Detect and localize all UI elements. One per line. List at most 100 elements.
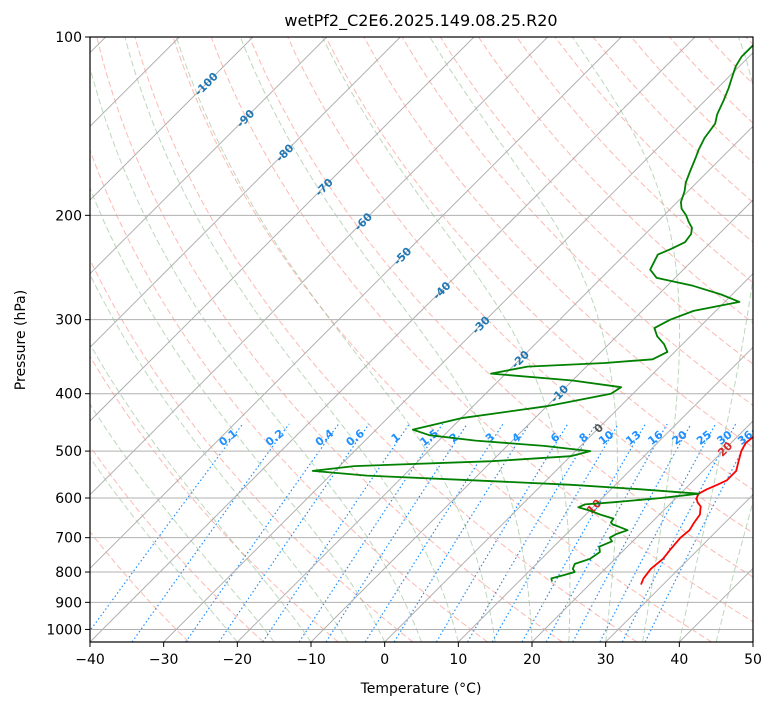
dry-adiabat-line bbox=[669, 37, 753, 124]
isotherm-line bbox=[752, 641, 753, 642]
moist-adiabat-line bbox=[715, 499, 753, 642]
moist-adiabat-line bbox=[90, 65, 422, 642]
dewpoint-line bbox=[311, 44, 753, 582]
dry-adiabat-line bbox=[134, 37, 638, 642]
dry-adiabat-line bbox=[287, 37, 753, 534]
isotherm-line bbox=[90, 37, 549, 496]
y-tick-label: 600 bbox=[55, 491, 82, 507]
x-tick-label: 40 bbox=[670, 652, 688, 668]
dry-adiabat-line bbox=[90, 258, 414, 642]
mixing-ratio-line bbox=[545, 423, 668, 642]
y-axis-title: Pressure (hPa) bbox=[13, 290, 29, 390]
dry-adiabat-line bbox=[325, 37, 753, 491]
mixing-ratio-line bbox=[572, 423, 692, 642]
x-axis-title: Temperature (°C) bbox=[360, 681, 482, 697]
x-tick-label: 0 bbox=[380, 652, 389, 668]
chart-title: wetPf2_C2E6.2025.149.08.25.R20 bbox=[284, 11, 557, 31]
isotherm-line bbox=[531, 420, 753, 642]
mixing-ratio-line bbox=[131, 423, 290, 642]
x-tick-label: 50 bbox=[744, 652, 762, 668]
mixing-ratio-line bbox=[521, 423, 646, 642]
moist-adiabat-line bbox=[124, 37, 459, 642]
line-labels: 0.1 0.2 0.4 0.6 1 1.5 2 3 4 6 8 10 13 16 20 25 30 36-100-… bbox=[192, 70, 755, 517]
dry-adiabat-line bbox=[96, 37, 563, 642]
isotherm-line bbox=[605, 493, 753, 642]
mixing-ratio-label: 36 bbox=[735, 428, 755, 448]
moist-adiabat-line bbox=[239, 37, 533, 642]
isotherm-label: 10 bbox=[584, 497, 604, 517]
y-tick-label: 1000 bbox=[46, 622, 82, 638]
y-tick-label: 100 bbox=[55, 30, 82, 46]
mixing-ratio-line bbox=[298, 423, 444, 642]
moist-adiabat-line bbox=[571, 37, 681, 642]
mixing-ratio-label: 1.5 bbox=[418, 427, 441, 449]
dry-adiabat-line bbox=[363, 37, 753, 449]
dry-adiabat-line bbox=[210, 37, 753, 623]
moist-adiabat-line bbox=[429, 37, 618, 642]
dry-adiabat-line bbox=[745, 37, 753, 46]
moist-adiabat-line bbox=[90, 456, 238, 642]
plot-frame bbox=[89, 36, 754, 643]
mixing-ratio-line bbox=[325, 423, 468, 642]
mixing-ratio-label: 0.1 bbox=[216, 427, 239, 449]
moist-adiabat-line bbox=[321, 37, 571, 642]
isotherm-line bbox=[90, 37, 622, 570]
x-tick-label: 30 bbox=[597, 652, 615, 668]
background-lines bbox=[90, 37, 753, 642]
x-tick-label: −20 bbox=[223, 652, 253, 668]
mixing-ratio-label: 0.4 bbox=[313, 427, 337, 449]
x-tick-label: −10 bbox=[296, 652, 326, 668]
dry-adiabat-line bbox=[401, 37, 753, 406]
y-tick-label: 500 bbox=[55, 444, 82, 460]
moist-adiabat-line bbox=[678, 37, 753, 642]
y-tick-label: 400 bbox=[55, 387, 82, 403]
mixing-ratio-label: 1 bbox=[389, 430, 403, 445]
mixing-ratio-label: 0.2 bbox=[263, 427, 286, 449]
mixing-ratio-label: 0.6 bbox=[344, 427, 368, 449]
x-tick-label: 10 bbox=[449, 652, 467, 668]
moist-adiabat-line bbox=[90, 403, 275, 642]
y-tick-label: 900 bbox=[55, 595, 82, 611]
mixing-ratio-line bbox=[466, 423, 597, 642]
y-tick-label: 700 bbox=[55, 531, 82, 547]
y-tick-label: 800 bbox=[55, 565, 82, 581]
moist-adiabat-line bbox=[90, 343, 312, 642]
mixing-ratio-line bbox=[393, 423, 530, 642]
mixing-ratio-line bbox=[435, 423, 569, 642]
x-tick-label: −40 bbox=[75, 652, 105, 668]
x-tick-label: −30 bbox=[149, 652, 179, 668]
isotherm-label: -70 bbox=[313, 176, 336, 199]
isotherm-line bbox=[310, 199, 753, 642]
temperature-line bbox=[640, 435, 753, 585]
isotherm-line bbox=[236, 125, 753, 642]
dry-adiabat-line bbox=[707, 37, 753, 85]
mixing-ratio-line bbox=[364, 423, 504, 642]
isotherm-label: -90 bbox=[234, 107, 257, 130]
mixing-ratio-label: 25 bbox=[694, 428, 714, 448]
mixing-ratio-label: 13 bbox=[623, 428, 643, 448]
isotherm-line bbox=[384, 272, 753, 642]
dry-adiabat-line bbox=[592, 37, 753, 204]
mixing-ratio-line bbox=[218, 423, 370, 642]
dry-adiabat-line bbox=[249, 37, 753, 578]
isotherm-line bbox=[163, 51, 753, 642]
dry-adiabat-line bbox=[90, 445, 264, 642]
mixing-ratio-line bbox=[90, 423, 244, 632]
moist-adiabat-line bbox=[175, 37, 496, 642]
isotherm-line bbox=[90, 37, 401, 349]
profiles bbox=[311, 44, 753, 585]
isotherm-line bbox=[678, 567, 753, 642]
isotherm-line bbox=[90, 37, 328, 275]
dry-adiabat-line bbox=[439, 37, 753, 365]
mixing-ratio-line bbox=[599, 423, 717, 642]
dry-adiabat-line bbox=[90, 148, 488, 642]
mixing-ratio-line bbox=[262, 423, 410, 642]
isotherm-line bbox=[90, 37, 254, 201]
y-tick-label: 300 bbox=[55, 313, 82, 329]
dry-adiabat-line bbox=[90, 530, 190, 642]
x-tick-label: 20 bbox=[523, 652, 541, 668]
mixing-ratio-line bbox=[185, 423, 340, 642]
isotherm-label: -100 bbox=[192, 70, 221, 99]
moist-adiabat-line bbox=[90, 186, 386, 642]
